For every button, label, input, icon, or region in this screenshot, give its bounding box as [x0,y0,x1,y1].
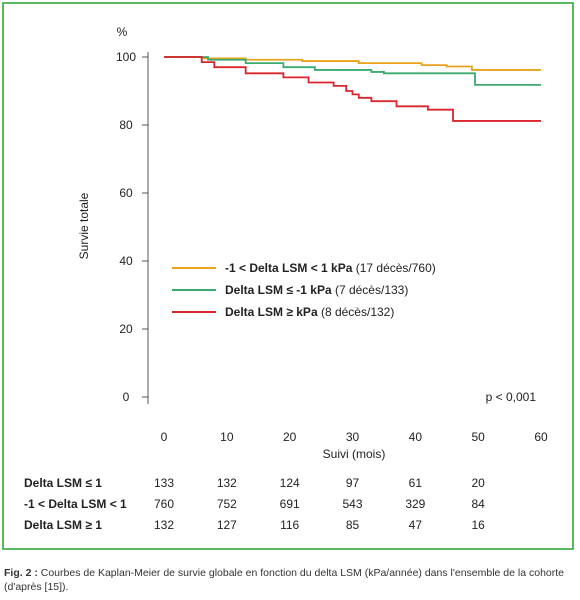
risk-cell: 61 [409,476,423,490]
x-tick-label: 20 [283,430,297,444]
y-tick-label: 20 [119,322,133,336]
figure-caption: Fig. 2 : Courbes de Kaplan-Meier de surv… [4,566,576,594]
y-tick-label: 80 [119,118,133,132]
chart-curves [164,56,541,122]
risk-row-label: Delta LSM ≤ 1 [24,476,102,490]
series-line-2 [164,56,541,86]
risk-cell: 543 [342,497,362,511]
risk-cell: 760 [154,497,174,511]
legend-label-3: Delta LSM ≥ kPa (8 décès/132) [225,305,394,319]
x-tick-label: 60 [534,430,548,444]
risk-row-label: -1 < Delta LSM < 1 [24,497,127,511]
chart-axes: 0 20 40 60 80 100 0 10 20 30 40 50 60 [116,50,548,444]
y-tick-label: 0 [123,390,130,404]
risk-cell: 47 [409,518,423,532]
legend-label-bold: -1 < Delta LSM < 1 kPa [225,261,353,275]
risk-cell: 133 [154,476,174,490]
x-tick-label: 40 [409,430,423,444]
legend-label-detail: (17 décès/760) [352,261,435,275]
chart-legend: -1 < Delta LSM < 1 kPa (17 décès/760) Del… [172,261,436,319]
legend-label-detail: (8 décès/132) [318,305,395,319]
p-value-annotation: p < 0,001 [486,390,537,404]
risk-cell: 20 [471,476,485,490]
legend-label-2: Delta LSM ≤ -1 kPa (7 décès/133) [225,283,408,297]
y-tick-label: 40 [119,254,133,268]
risk-cell: 329 [405,497,425,511]
legend-label-detail: (7 décès/133) [332,283,409,297]
caption-fig-label: Fig. 2 : [4,567,38,579]
risk-row-label: Delta LSM ≥ 1 [24,518,102,532]
y-tick-label: 100 [116,50,136,64]
risk-cell: 132 [217,476,237,490]
figure-frame [2,2,574,550]
x-axis-title: Suivi (mois) [323,447,386,461]
x-tick-label: 10 [220,430,234,444]
risk-cell: 127 [217,518,237,532]
risk-cell: 116 [280,518,299,532]
risk-cell: 124 [280,476,300,490]
risk-cell: 84 [471,497,485,511]
series-line-3 [164,56,541,122]
series-line-1 [164,56,541,71]
legend-label-1: -1 < Delta LSM < 1 kPa (17 décès/760) [225,261,436,275]
y-tick-label: 60 [119,186,133,200]
x-tick-label: 50 [471,430,485,444]
km-chart: 0 20 40 60 80 100 0 10 20 30 40 50 60 -1 < Delta LSM… [24,25,548,532]
legend-label-bold: Delta LSM ≥ kPa [225,305,318,319]
risk-cell: 85 [346,518,360,532]
x-tick-label: 30 [346,430,360,444]
y-unit-label: % [117,25,128,39]
risk-cell: 132 [154,518,174,532]
risk-table: Delta LSM ≤ 1 133 132 124 97 61 20 -1 < Delta L… [24,476,485,532]
risk-cell: 691 [280,497,300,511]
legend-label-bold: Delta LSM ≤ -1 kPa [225,283,332,297]
caption-text: Courbes de Kaplan-Meier de survie global… [4,567,565,593]
x-tick-label: 0 [161,430,168,444]
y-axis-title: Survie totale [77,192,91,259]
risk-cell: 752 [217,497,237,511]
risk-cell: 16 [471,518,485,532]
risk-cell: 97 [346,476,360,490]
